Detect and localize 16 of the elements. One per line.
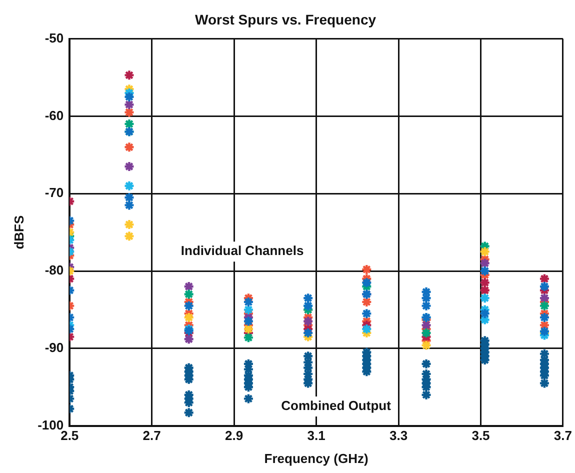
x-tick-label: 3.7 [554, 428, 572, 444]
y-tick-label: -50 [44, 30, 64, 46]
annotation: Combined Output [281, 398, 392, 414]
x-tick-label: 2.9 [225, 428, 244, 444]
x-axis-title: Frequency (GHz) [264, 450, 368, 466]
y-tick-label: -60 [44, 108, 64, 123]
annotation: Individual Channels [180, 243, 304, 258]
chart-title: Worst Spurs vs. Frequency [194, 11, 376, 28]
y-tick-label: -90 [44, 340, 64, 355]
y-axis-title: dBFS [11, 215, 26, 250]
x-tick-label: 3.5 [472, 428, 490, 444]
y-tick-label: -80 [44, 262, 64, 278]
y-tick-label: -70 [44, 185, 64, 200]
x-tick-label: 3.3 [389, 428, 408, 444]
x-tick-label: 3.1 [307, 428, 326, 444]
x-tick-label: 2.7 [142, 428, 161, 444]
